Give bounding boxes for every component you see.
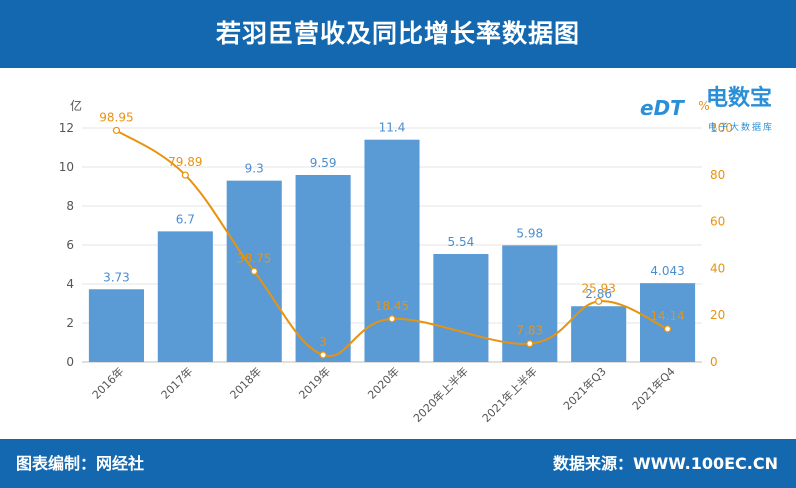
x-tick-label: 2021年上半年 (479, 364, 540, 425)
x-tick-label: 2020年 (365, 364, 402, 401)
growth-rate-label: 14.14 (650, 309, 684, 323)
logo-subtitle: 电子大数据库 (708, 123, 775, 133)
y-left-tick-label: 8 (66, 199, 74, 213)
x-tick-label: 2020年上半年 (410, 364, 471, 425)
footer-credit: 图表编制：网经社 (16, 454, 145, 473)
bar-value-label: 9.3 (245, 162, 264, 176)
growth-rate-point (526, 340, 534, 348)
growth-rate-label: 38.75 (237, 251, 271, 265)
footer-source: 数据来源：WWW.100EC.CN (552, 454, 778, 473)
y-left-tick-label: 0 (66, 355, 74, 369)
y-right-unit: % (698, 99, 709, 113)
bar (571, 306, 627, 362)
y-left-tick-label: 4 (66, 277, 74, 291)
growth-rate-point (595, 297, 603, 305)
header-bar (0, 0, 796, 68)
growth-rate-label: 7.83 (516, 324, 543, 338)
growth-rate-label: 3 (319, 335, 327, 349)
y-right-tick-label: 20 (710, 308, 725, 322)
bar-value-label: 2.86 (585, 287, 612, 301)
growth-rate-point (663, 325, 672, 333)
x-tick-label: 2021年Q3 (560, 364, 609, 413)
growth-rate-point (181, 171, 189, 179)
bar-value-label: 6.7 (176, 212, 195, 226)
growth-rate-point (250, 267, 258, 275)
bar (295, 174, 351, 362)
logo-title: 电数宝 (706, 86, 773, 111)
x-tick-label: 2021年Q4 (629, 364, 678, 413)
y-right-tick-label: 40 (710, 261, 725, 275)
bar (433, 253, 489, 362)
logo: eDT 电数宝 电子大数据库 (628, 74, 788, 144)
chart-title: 若羽臣营收及同比增长率数据图 (215, 19, 580, 48)
y-left-tick-label: 2 (66, 316, 74, 330)
bar-value-label: 3.73 (103, 270, 130, 284)
growth-rate-point (112, 126, 121, 135)
logo-badge: eDT (640, 96, 684, 120)
bar (364, 139, 420, 362)
bar (157, 231, 213, 362)
growth-rate-label: 79.89 (168, 155, 202, 169)
growth-rate-line (115, 129, 668, 358)
x-tick-label: 2016年 (89, 364, 126, 401)
y-right-tick-label: 80 (710, 168, 725, 182)
footer-bar: 图表编制：网经社 数据来源：WWW.100EC.CN (0, 439, 796, 488)
x-tick-label: 2019年 (296, 364, 333, 401)
y-right-tick-label: 0 (710, 355, 718, 369)
y-left-tick-label: 6 (66, 238, 74, 252)
chart: 0 2 4 6 8 10 12 0 20 40 60 80 100 亿 % 3.73 6.7 9.3 9.59 11.… (59, 98, 733, 425)
x-tick-label: 2018年 (227, 364, 264, 401)
growth-rate-point (388, 315, 396, 323)
bar-value-label: 9.59 (310, 156, 337, 170)
bar (640, 283, 696, 362)
bar-value-label: 11.4 (379, 121, 406, 135)
y-right-tick-label: 60 (710, 215, 725, 229)
bar-value-label: 4.043 (650, 264, 684, 278)
bar (88, 289, 144, 362)
growth-rate-label: 18.45 (375, 299, 409, 313)
y-right-tick-label: 100 (710, 121, 733, 135)
y-left-tick-label: 10 (59, 160, 74, 174)
growth-rate-label: 98.95 (99, 110, 133, 124)
y-left-unit: 亿 (70, 98, 82, 113)
growth-rate-label: 25.93 (581, 281, 615, 295)
growth-rate-point (319, 351, 327, 359)
bar-value-label: 5.54 (448, 235, 475, 249)
x-tick-label: 2017年 (158, 364, 195, 401)
y-left-tick-label: 12 (59, 121, 74, 135)
bar-value-label: 5.98 (516, 226, 543, 240)
